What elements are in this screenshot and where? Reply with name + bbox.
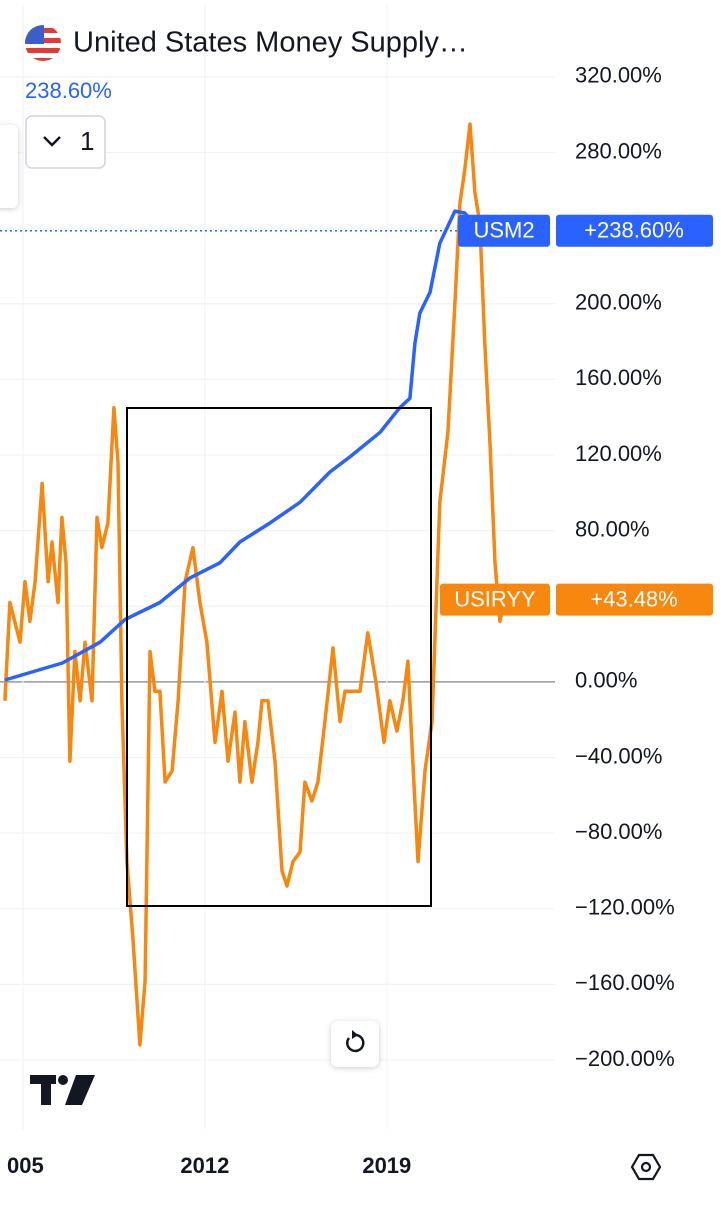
settings-dot (640, 1161, 652, 1173)
axes: 320.00%280.00%240.00%200.00%160.00%120.0… (7, 63, 713, 1178)
y-tick-label: 320.00% (575, 63, 662, 88)
reset-frame (331, 1021, 379, 1067)
side-panel[interactable] (0, 125, 18, 208)
series-tag (440, 583, 550, 616)
interval-label: 1 (80, 126, 94, 156)
y-tick-label: −160.00% (575, 970, 675, 995)
y-tick-label: −200.00% (575, 1046, 675, 1071)
y-tick-label: −80.00% (575, 819, 662, 844)
series-tag (458, 214, 550, 247)
reset-icon (346, 1033, 365, 1053)
lines (0, 122, 507, 1047)
settings-button[interactable] (630, 1153, 662, 1181)
grid (0, 5, 555, 1130)
series-name: USM2 (473, 218, 534, 243)
x-tick-label: 005 (7, 1153, 44, 1178)
last-value-tag (556, 583, 713, 616)
last-value: 238.60% (25, 78, 112, 103)
series-name: USIRYY (454, 586, 536, 611)
flag-icon (25, 25, 61, 61)
annotation-box (126, 407, 432, 907)
last-value-tag (556, 214, 713, 247)
y-tick-label: 0.00% (575, 668, 637, 693)
x-tick-label: 2019 (362, 1153, 411, 1178)
title: United States Money Supply… (73, 27, 468, 59)
series-line (4, 209, 482, 682)
y-tick-label: −120.00% (575, 895, 675, 920)
chevron (43, 136, 61, 147)
series-line (3, 122, 507, 1047)
last-value-label: +43.48% (590, 586, 677, 611)
reset-arrow (352, 1030, 358, 1039)
last-value-label: +238.60% (584, 218, 684, 243)
y-tick-label: 200.00% (575, 290, 662, 315)
y-tick-label: 280.00% (575, 138, 662, 163)
y-tick-label: −40.00% (575, 743, 662, 768)
button-frame (25, 115, 106, 169)
interval-button[interactable]: 1 (25, 115, 106, 169)
y-tick-label: 80.00% (575, 516, 650, 541)
logo (30, 1075, 95, 1105)
x-tick-label: 2012 (180, 1153, 229, 1178)
y-tick-label: 120.00% (575, 441, 662, 466)
reset-button[interactable] (331, 1021, 379, 1067)
y-tick-label: 160.00% (575, 365, 662, 390)
settings-icon (630, 1153, 662, 1181)
